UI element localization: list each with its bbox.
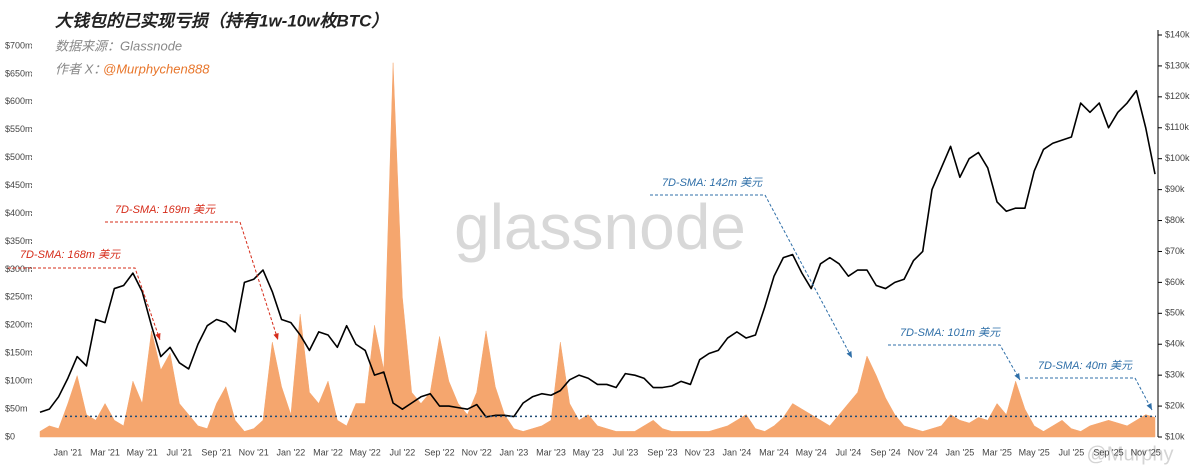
y2-tick-label: $30k — [1165, 370, 1185, 380]
y-tick-label: $250m — [5, 292, 33, 302]
chart-title: 大钱包的已实现亏损（持有1w-10w枚BTC） — [55, 11, 388, 30]
y2-tick-label: $100k — [1165, 153, 1190, 163]
annotation-text: 7D-SMA: 169m 美元 — [115, 203, 216, 216]
x-tick-label: Nov '22 — [462, 447, 492, 457]
subtitle: 数据来源：Glassnode — [55, 38, 182, 53]
y2-tick-label: $40k — [1165, 339, 1185, 349]
annotation: 7D-SMA: 40m 美元 — [1025, 359, 1153, 411]
y-tick-label: $0 — [5, 431, 15, 441]
annotation-arrowhead — [1014, 373, 1020, 380]
x-tick-label: Jan '22 — [277, 447, 306, 457]
x-tick-label: Jan '23 — [500, 447, 529, 457]
x-tick-label: Sep '23 — [647, 447, 677, 457]
annotation: 7D-SMA: 169m 美元 — [105, 203, 279, 341]
x-tick-label: May '25 — [1019, 447, 1050, 457]
annotation: 7D-SMA: 101m 美元 — [888, 326, 1021, 381]
annotation-leader — [1025, 377, 1153, 411]
annotation-arrowhead — [1146, 403, 1152, 410]
annotation-arrowhead — [846, 351, 852, 358]
price-line — [39, 89, 1156, 418]
x-tick-label: Jul '25 — [1059, 447, 1085, 457]
y2-tick-label: $110k — [1165, 122, 1189, 132]
annotation-arrowhead — [273, 333, 279, 340]
y2-tick-label: $50k — [1165, 308, 1185, 318]
x-tick-label: May '24 — [796, 447, 827, 457]
x-tick-label: Sep '21 — [201, 447, 231, 457]
annotation-leader — [650, 194, 853, 359]
x-tick-label: May '21 — [127, 447, 158, 457]
annotation-text: 7D-SMA: 40m 美元 — [1038, 359, 1133, 372]
annotation-text: 7D-SMA: 142m 美元 — [662, 176, 763, 189]
x-tick-label: Jul '22 — [390, 447, 416, 457]
x-tick-label: May '23 — [573, 447, 604, 457]
y2-tick-label: $90k — [1165, 184, 1185, 194]
x-tick-label: Jul '24 — [836, 447, 862, 457]
annotation-leader — [8, 267, 161, 341]
annotation-text: 7D-SMA: 101m 美元 — [900, 326, 1001, 339]
x-tick-label: Mar '22 — [313, 447, 343, 457]
y2-tick-label: $70k — [1165, 246, 1185, 256]
y-tick-label: $400m — [5, 208, 33, 218]
y-tick-label: $500m — [5, 152, 33, 162]
x-tick-label: Mar '23 — [536, 447, 566, 457]
x-tick-label: Sep '25 — [1093, 447, 1123, 457]
y2-tick-label: $10k — [1165, 431, 1185, 441]
x-tick-label: Jan '21 — [54, 447, 83, 457]
y2-tick-label: $60k — [1165, 277, 1185, 287]
x-tick-label: Nov '24 — [908, 447, 938, 457]
annotation-leader — [105, 221, 279, 341]
x-tick-label: Nov '23 — [685, 447, 715, 457]
x-tick-label: Jul '21 — [167, 447, 193, 457]
x-tick-label: Jan '24 — [723, 447, 752, 457]
y2-tick-label: $120k — [1165, 91, 1190, 101]
loss-area — [39, 62, 1156, 438]
annotation-arrowhead — [155, 333, 161, 340]
watermark-handle: @Murphy — [1087, 443, 1174, 465]
y-tick-label: $350m — [5, 236, 33, 246]
y2-tick-label: $80k — [1165, 215, 1185, 225]
x-tick-label: Nov '25 — [1131, 447, 1161, 457]
x-tick-label: Sep '24 — [870, 447, 900, 457]
author-handle: @Murphychen888 — [103, 61, 210, 76]
y-tick-label: $300m — [5, 264, 33, 274]
annotation-text: 7D-SMA: 168m 美元 — [20, 248, 121, 261]
y-tick-label: $150m — [5, 348, 33, 358]
y2-tick-label: $20k — [1165, 400, 1185, 410]
y2-tick-label: $130k — [1165, 60, 1190, 70]
y-tick-label: $650m — [5, 68, 33, 78]
author-prefix: 作者 X： — [55, 61, 106, 76]
y-tick-label: $450m — [5, 180, 33, 190]
annotation-leader — [888, 344, 1021, 381]
annotation: 7D-SMA: 142m 美元 — [650, 176, 853, 359]
y-tick-label: $200m — [5, 320, 33, 330]
y-tick-label: $600m — [5, 96, 33, 106]
y-tick-label: $100m — [5, 376, 33, 386]
x-tick-label: Jul '23 — [613, 447, 639, 457]
annotation: 7D-SMA: 168m 美元 — [8, 248, 161, 341]
x-tick-label: Nov '21 — [239, 447, 269, 457]
y-tick-label: $50m — [5, 403, 28, 413]
x-tick-label: Mar '24 — [759, 447, 789, 457]
x-tick-label: May '22 — [350, 447, 381, 457]
x-tick-label: Jan '25 — [946, 447, 975, 457]
x-tick-label: Sep '22 — [424, 447, 454, 457]
y-tick-label: $550m — [5, 124, 33, 134]
y2-tick-label: $140k — [1165, 29, 1190, 39]
x-tick-label: Mar '25 — [982, 447, 1012, 457]
x-tick-label: Mar '21 — [90, 447, 120, 457]
y-tick-label: $700m — [5, 40, 33, 50]
watermark: glassnode — [454, 191, 746, 263]
